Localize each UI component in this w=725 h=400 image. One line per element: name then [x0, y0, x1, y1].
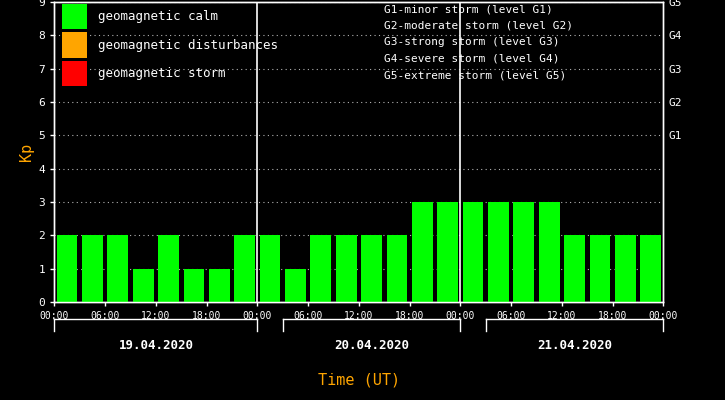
Bar	[386, 235, 407, 302]
Bar	[62, 32, 87, 58]
Bar	[336, 235, 357, 302]
Bar	[463, 202, 484, 302]
Bar	[82, 235, 103, 302]
Bar	[412, 202, 433, 302]
Text: geomagnetic disturbances: geomagnetic disturbances	[98, 38, 278, 52]
Bar	[260, 235, 281, 302]
Bar	[285, 269, 306, 302]
Bar	[640, 235, 661, 302]
Bar	[209, 269, 230, 302]
Bar	[437, 202, 458, 302]
Bar	[615, 235, 636, 302]
Text: geomagnetic calm: geomagnetic calm	[98, 10, 218, 23]
Bar	[62, 61, 87, 86]
Text: G4-severe storm (level G4): G4-severe storm (level G4)	[384, 54, 560, 64]
Bar	[62, 4, 87, 29]
Bar	[539, 202, 560, 302]
Text: geomagnetic storm: geomagnetic storm	[98, 67, 225, 80]
Bar	[589, 235, 610, 302]
Bar	[107, 235, 128, 302]
Bar	[57, 235, 78, 302]
Bar	[564, 235, 585, 302]
Text: G1-minor storm (level G1): G1-minor storm (level G1)	[384, 4, 553, 14]
Bar	[488, 202, 509, 302]
Bar	[133, 269, 154, 302]
Bar	[158, 235, 179, 302]
Text: G5-extreme storm (level G5): G5-extreme storm (level G5)	[384, 70, 566, 81]
Text: Time (UT): Time (UT)	[318, 372, 400, 388]
Text: G3-strong storm (level G3): G3-strong storm (level G3)	[384, 37, 560, 47]
Text: 19.04.2020: 19.04.2020	[118, 339, 194, 352]
Bar	[513, 202, 534, 302]
Bar	[361, 235, 382, 302]
Text: 20.04.2020: 20.04.2020	[334, 339, 409, 352]
Bar	[183, 269, 204, 302]
Bar	[310, 235, 331, 302]
Y-axis label: Kp: Kp	[20, 143, 34, 161]
Bar	[234, 235, 255, 302]
Text: G2-moderate storm (level G2): G2-moderate storm (level G2)	[384, 21, 573, 31]
Text: 21.04.2020: 21.04.2020	[537, 339, 612, 352]
